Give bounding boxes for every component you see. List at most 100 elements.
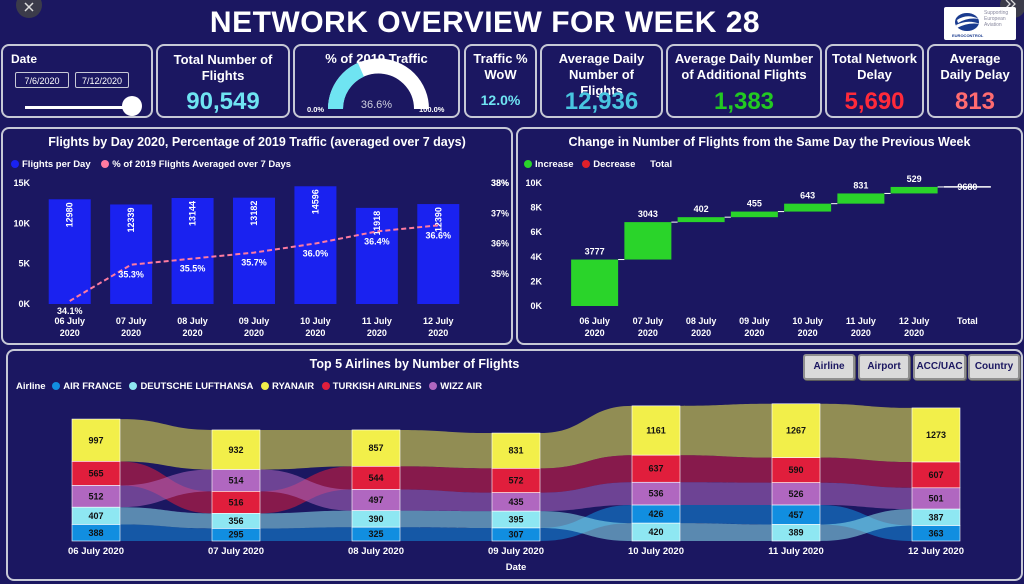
date-slider-track[interactable] bbox=[25, 106, 131, 109]
x-tick-label: 2020 bbox=[904, 328, 924, 338]
bar-value-label: 11918 bbox=[372, 211, 382, 236]
pct-2019-line bbox=[69, 224, 439, 302]
x-tick-label: 12 July 2020 bbox=[908, 546, 964, 557]
x-tick-label: 12 July bbox=[899, 316, 930, 326]
flights-bar bbox=[48, 199, 91, 304]
top-airlines-legend: Airline AIR FRANCE DEUTSCHE LUFTHANSA RY… bbox=[16, 381, 482, 392]
airline-ribbon bbox=[400, 527, 492, 541]
legend-pct-2019: % of 2019 Flights Averaged over 7 Days bbox=[112, 159, 292, 170]
date-start-field[interactable]: 7/6/2020 bbox=[15, 72, 69, 88]
airline-segment bbox=[211, 429, 261, 470]
legend-lufthansa: DEUTSCHE LUFTHANSA bbox=[140, 381, 254, 392]
airline-ribbon bbox=[820, 403, 912, 463]
airline-value-label: 607 bbox=[928, 470, 943, 480]
airline-segment bbox=[491, 432, 541, 469]
airline-value-label: 536 bbox=[648, 489, 663, 499]
airline-ribbon bbox=[680, 455, 772, 483]
page-title: NETWORK OVERVIEW FOR WEEK 28 bbox=[209, 6, 761, 39]
bar-value-label: 13182 bbox=[249, 201, 259, 226]
x-tick-label: 10 July 2020 bbox=[628, 546, 684, 557]
airline-ribbon bbox=[260, 429, 352, 470]
flights-by-day-title: Flights by Day 2020, Percentage of 2019 … bbox=[48, 135, 466, 149]
flights-bar bbox=[355, 207, 398, 304]
date-filter-label: Date bbox=[11, 52, 38, 66]
close-icon[interactable] bbox=[16, 0, 42, 18]
pct-point-label: 36.6% bbox=[426, 230, 452, 240]
top-airlines-panel: Top 5 Airlines by Number of Flights Airl… bbox=[6, 349, 1023, 581]
waterfall-value-label: 529 bbox=[907, 174, 922, 184]
airline-ribbon bbox=[820, 482, 912, 510]
date-end-field[interactable]: 7/12/2020 bbox=[75, 72, 129, 88]
x-tick-label: 12 July bbox=[423, 316, 454, 326]
date-slider-handle[interactable] bbox=[122, 96, 142, 116]
avg-daily-flights-label: Average Daily Number of Flights bbox=[558, 51, 645, 98]
x-tick-label: 06 July 2020 bbox=[68, 546, 124, 557]
airline-ribbon bbox=[540, 405, 632, 469]
legend-increase: Increase bbox=[535, 159, 574, 170]
airline-value-label: 1273 bbox=[926, 430, 946, 440]
legend-dot-wizz bbox=[429, 382, 438, 390]
legend-dot-pct bbox=[101, 160, 110, 168]
total-flights-value: 90,549 bbox=[186, 88, 260, 115]
filter-country-button[interactable]: Country bbox=[968, 354, 1020, 380]
x-tick-label: 2020 bbox=[744, 328, 764, 338]
logo-tagline: Supporting European Aviation bbox=[984, 10, 1009, 28]
increase-bar bbox=[624, 222, 672, 260]
airline-ribbon bbox=[820, 509, 912, 541]
airline-segment bbox=[211, 528, 261, 542]
airline-ribbon bbox=[120, 524, 212, 541]
x-tick-label: 11 July bbox=[362, 316, 392, 326]
airline-value-label: 565 bbox=[88, 468, 103, 478]
top-airlines-title: Top 5 Airlines by Number of Flights bbox=[309, 357, 520, 371]
airline-segment bbox=[771, 524, 821, 542]
airline-value-label: 295 bbox=[228, 530, 243, 540]
airline-value-label: 831 bbox=[508, 446, 523, 456]
bar-value-label: 13144 bbox=[188, 201, 198, 226]
legend-flights-per-day: Flights per Day bbox=[22, 159, 91, 170]
avg-additional-label: Average Daily Number of Additional Fligh… bbox=[674, 51, 814, 82]
y-tick-label: 5K bbox=[18, 259, 30, 269]
flights-bar bbox=[417, 204, 460, 304]
airline-value-label: 572 bbox=[508, 476, 523, 486]
x-tick-label: 09 July 2020 bbox=[488, 546, 544, 557]
airline-value-label: 637 bbox=[648, 464, 663, 474]
airline-value-label: 457 bbox=[788, 510, 803, 520]
y-tick-label: 0K bbox=[18, 299, 30, 309]
airline-segment bbox=[351, 526, 401, 542]
increase-bar bbox=[784, 203, 832, 212]
airline-ribbon bbox=[260, 510, 352, 529]
airline-ribbon bbox=[260, 469, 352, 511]
legend-wizz: WIZZ AIR bbox=[440, 381, 483, 392]
x-tick-label: 07 July 2020 bbox=[208, 546, 264, 557]
airline-ribbon bbox=[680, 403, 772, 458]
pct-point-label: 35.7% bbox=[241, 258, 267, 268]
airline-segment bbox=[631, 522, 681, 542]
airline-value-label: 325 bbox=[368, 529, 383, 539]
network-delay-card: Total Network Delay 5,690 bbox=[825, 44, 924, 118]
filter-airline-button[interactable]: Airline bbox=[803, 354, 855, 380]
airline-value-label: 997 bbox=[88, 435, 103, 445]
x-tick-label: 2020 bbox=[121, 328, 141, 338]
y-tick-label: 8K bbox=[530, 203, 542, 213]
filter-airport-button[interactable]: Airport bbox=[858, 354, 910, 380]
flights-bar bbox=[171, 197, 214, 304]
avg-daily-flights-value: 12,936 bbox=[564, 88, 639, 115]
network-delay-label: Total Network Delay bbox=[832, 51, 917, 82]
x-tick-label: Total bbox=[957, 316, 978, 326]
x-tick-label: 2020 bbox=[585, 328, 605, 338]
x-tick-label: 08 July bbox=[686, 316, 717, 326]
airline-value-label: 389 bbox=[788, 528, 803, 538]
x-tick-label: 09 July bbox=[739, 316, 770, 326]
change-flights-legend: Increase Decrease Total bbox=[524, 159, 672, 170]
top-airlines-chart: 997 565 512 407 388 06 July 2020 932 514 516 356 2… bbox=[68, 403, 964, 573]
increase-bar bbox=[730, 211, 778, 218]
y2-tick-label: 35% bbox=[491, 269, 509, 279]
filter-acc-uac-button[interactable]: ACC/UAC bbox=[913, 354, 966, 380]
logo-wordmark: EUROCONTROL bbox=[952, 33, 984, 38]
flights-by-day-panel: Flights by Day 2020, Percentage of 2019 … bbox=[1, 127, 513, 345]
date-filter-card: Date 7/6/2020 7/12/2020 bbox=[1, 44, 153, 118]
airline-value-label: 1267 bbox=[786, 426, 806, 436]
legend-decrease: Decrease bbox=[593, 159, 636, 170]
y-tick-label: 10K bbox=[13, 218, 30, 228]
